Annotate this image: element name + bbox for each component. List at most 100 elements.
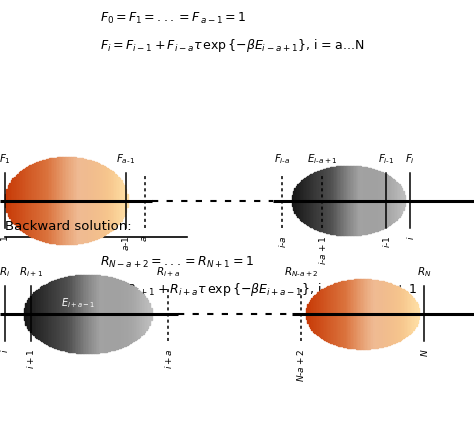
Bar	[353, 166, 354, 235]
Bar	[82, 275, 83, 353]
Bar	[8, 185, 9, 216]
Bar	[381, 172, 383, 229]
Bar	[343, 281, 344, 347]
Bar	[69, 276, 70, 351]
Bar	[23, 169, 25, 232]
Bar	[40, 161, 42, 240]
Bar	[91, 275, 92, 353]
Bar	[92, 161, 94, 240]
Bar	[123, 185, 125, 216]
Bar	[33, 293, 35, 335]
Bar	[293, 191, 294, 210]
Bar	[338, 166, 340, 235]
Bar	[360, 279, 361, 349]
Bar	[100, 164, 102, 237]
Bar	[34, 163, 36, 238]
Bar	[330, 167, 331, 234]
Bar	[32, 294, 33, 334]
Text: $E_{i\text{-}a+1}$: $E_{i\text{-}a+1}$	[307, 152, 337, 166]
Bar	[120, 181, 122, 221]
Bar	[374, 280, 375, 348]
Bar	[46, 159, 48, 242]
Bar	[139, 291, 140, 337]
Bar	[76, 275, 78, 353]
Bar	[5, 194, 6, 208]
Bar	[62, 278, 64, 350]
Bar	[299, 183, 300, 218]
Bar	[97, 275, 99, 353]
Bar	[57, 157, 59, 244]
Bar	[364, 167, 365, 234]
Bar	[104, 276, 105, 352]
Bar	[347, 166, 348, 235]
Bar	[353, 279, 354, 348]
Bar	[42, 160, 43, 241]
Bar	[25, 303, 27, 324]
Bar	[140, 293, 142, 335]
Bar	[61, 278, 62, 350]
Bar	[351, 279, 353, 348]
Bar	[99, 276, 100, 352]
Text: $R_i$: $R_i$	[0, 265, 10, 279]
Bar	[45, 285, 46, 343]
Bar	[367, 168, 368, 233]
Bar	[92, 275, 94, 353]
Bar	[321, 170, 323, 232]
Bar	[328, 168, 330, 233]
Bar	[71, 157, 73, 244]
Bar	[131, 286, 132, 342]
Bar	[363, 167, 364, 234]
Bar	[397, 286, 398, 341]
Bar	[102, 165, 103, 236]
Text: $N$: $N$	[419, 349, 430, 357]
Bar	[400, 186, 401, 215]
Bar	[381, 281, 383, 347]
Bar	[317, 293, 319, 335]
Bar	[49, 159, 51, 242]
Bar	[90, 160, 91, 241]
Bar	[80, 158, 82, 243]
Bar	[377, 170, 378, 231]
Bar	[88, 160, 90, 241]
Bar	[415, 302, 417, 326]
Text: $F_0 = F_1 = ... = F_{\,a-1} = 1$: $F_0 = F_1 = ... = F_{\,a-1} = 1$	[100, 11, 246, 26]
Bar	[118, 178, 120, 223]
Bar	[65, 277, 67, 351]
Bar	[402, 290, 404, 338]
Bar	[125, 189, 127, 212]
Bar	[398, 184, 400, 217]
Bar	[97, 163, 99, 238]
Bar	[79, 158, 80, 243]
Bar	[392, 285, 394, 343]
Bar	[307, 176, 309, 225]
Bar	[387, 175, 388, 226]
Bar	[313, 296, 314, 331]
Bar	[128, 284, 129, 344]
Bar	[132, 286, 134, 341]
Bar	[391, 178, 392, 223]
Bar	[390, 177, 391, 224]
Bar	[336, 283, 337, 345]
Bar	[64, 277, 65, 351]
Bar	[404, 195, 405, 206]
Bar	[384, 174, 385, 228]
Bar	[319, 170, 320, 231]
Bar	[418, 308, 419, 320]
Bar	[303, 179, 304, 222]
Bar	[35, 291, 36, 337]
Bar	[350, 280, 351, 348]
Bar	[83, 159, 85, 242]
Bar	[37, 162, 39, 239]
Bar	[395, 286, 397, 342]
Bar	[368, 279, 370, 348]
Bar	[74, 157, 76, 244]
Text: Backward solution:: Backward solution:	[5, 220, 131, 233]
Bar	[65, 157, 66, 244]
Bar	[296, 186, 297, 215]
Bar	[378, 280, 380, 347]
Bar	[346, 280, 347, 347]
Bar	[111, 171, 113, 230]
Bar	[129, 285, 131, 343]
Text: $i+1$: $i+1$	[25, 349, 36, 369]
Text: $i$: $i$	[404, 235, 416, 240]
